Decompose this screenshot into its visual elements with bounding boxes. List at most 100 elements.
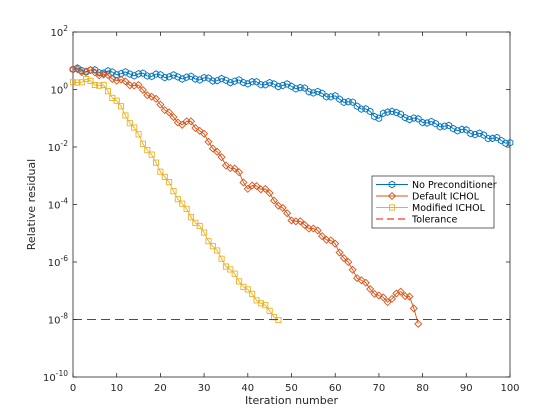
legend-marker: [388, 180, 396, 189]
legend-item: Tolerance: [376, 214, 457, 225]
data-point: [118, 103, 125, 110]
data-point: [230, 164, 239, 173]
data-point: [349, 98, 356, 106]
y-tick-label: 10-4: [48, 197, 68, 212]
data-point: [104, 88, 112, 95]
data-point: [414, 115, 422, 123]
tick-layer: 0 10 20 30 40 50 60 70 80 90 100 10-10 10-8 10-6 10-4 1…: [43, 24, 520, 394]
data-point: [357, 276, 366, 285]
data-point: [454, 126, 461, 135]
data-point: [240, 78, 247, 87]
data-point: [231, 77, 239, 85]
data-point: [331, 239, 340, 248]
data-point: [222, 76, 230, 85]
data-point: [95, 69, 103, 77]
data-point: [261, 184, 270, 193]
data-point: [257, 80, 265, 89]
data-point: [484, 134, 492, 143]
series-line: [72, 78, 279, 321]
data-point: [326, 236, 335, 245]
legend-item: Default ICHOL: [376, 191, 480, 202]
series-no-preconditioner: [69, 64, 514, 148]
data-point: [366, 285, 375, 294]
data-point: [161, 73, 169, 82]
data-point: [83, 75, 90, 83]
y-tick-label: 100: [50, 82, 68, 97]
data-point: [449, 124, 457, 133]
data-point: [69, 79, 77, 86]
data-point: [95, 71, 104, 80]
data-point: [423, 119, 431, 127]
data-point: [151, 94, 161, 103]
data-point: [318, 89, 326, 98]
data-point: [445, 121, 453, 130]
data-point: [166, 179, 173, 186]
data-point: [244, 80, 252, 88]
data-point: [113, 70, 121, 79]
data-point: [174, 73, 182, 81]
data-point: [348, 265, 357, 274]
series-default-ichol: [68, 65, 423, 328]
data-point: [379, 293, 388, 302]
data-point: [257, 300, 264, 307]
data-point: [200, 129, 209, 138]
data-point: [310, 89, 317, 97]
data-point: [205, 238, 212, 245]
data-point: [387, 294, 397, 303]
data-point: [214, 247, 221, 254]
data-point: [117, 69, 125, 78]
data-point: [160, 106, 169, 115]
data-point: [480, 131, 488, 139]
y-tick-label: 10-6: [48, 254, 68, 269]
data-point: [374, 291, 383, 300]
data-point: [139, 140, 146, 147]
data-point: [77, 68, 86, 77]
data-point: [96, 82, 103, 89]
data-point: [169, 113, 178, 122]
data-point: [344, 258, 353, 267]
data-point: [336, 95, 343, 103]
data-point: [209, 243, 216, 250]
data-point: [157, 70, 164, 79]
data-point: [217, 153, 226, 162]
data-point: [173, 118, 182, 127]
data-point: [148, 151, 155, 158]
data-point: [384, 108, 391, 116]
data-point: [366, 107, 374, 116]
data-point: [218, 255, 225, 262]
data-point: [401, 113, 409, 122]
data-point: [318, 232, 327, 241]
data-point: [249, 290, 256, 297]
data-point: [174, 196, 181, 203]
data-point: [90, 68, 99, 77]
data-point: [117, 75, 126, 84]
data-point: [314, 87, 322, 96]
data-point: [353, 274, 362, 283]
data-point: [122, 112, 129, 119]
data-point: [130, 81, 139, 90]
data-point: [248, 77, 256, 86]
data-point: [278, 203, 287, 212]
data-point: [476, 129, 483, 137]
data-point: [121, 77, 130, 86]
data-point: [244, 286, 251, 293]
data-point: [471, 130, 479, 139]
legend-marker: [388, 204, 396, 211]
data-point: [218, 74, 225, 83]
data-point: [292, 85, 300, 93]
data-point: [489, 134, 496, 143]
data-point: [227, 78, 234, 87]
data-point: [265, 189, 274, 198]
data-point: [178, 120, 187, 129]
data-point: [371, 112, 378, 121]
data-point: [139, 69, 147, 77]
data-point: [183, 73, 190, 82]
data-point: [100, 69, 107, 77]
x-tick-label: 0: [70, 383, 76, 394]
data-point: [301, 84, 308, 92]
data-point: [414, 319, 423, 328]
data-point: [441, 122, 448, 130]
legend-marker: [387, 191, 397, 201]
data-point: [283, 209, 292, 218]
